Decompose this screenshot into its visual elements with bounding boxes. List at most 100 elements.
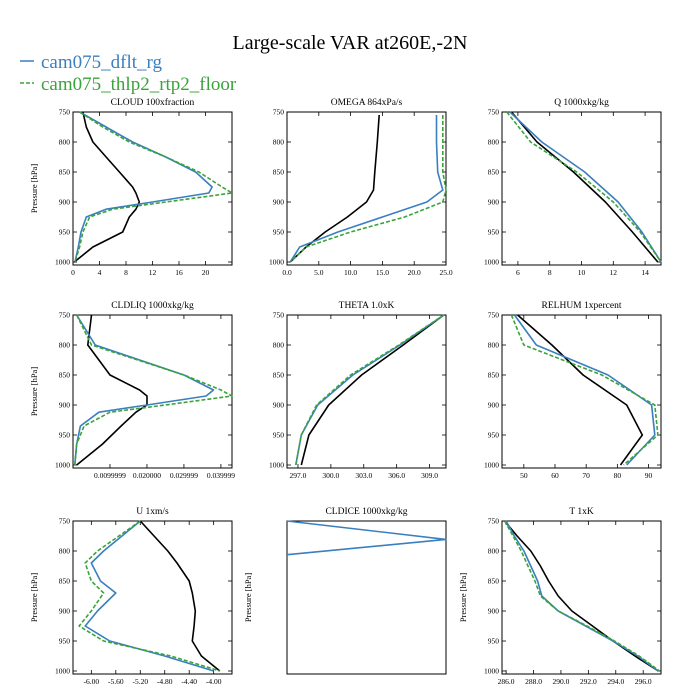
x-tick-label: -5.60 bbox=[108, 677, 124, 686]
y-tick-label: 1000 bbox=[484, 258, 499, 267]
panel-title: T 1xK bbox=[569, 507, 594, 517]
series-line-blue bbox=[74, 111, 213, 263]
y-tick-label: 800 bbox=[59, 341, 71, 350]
panel-frame bbox=[501, 520, 662, 675]
x-tick-label: 300.0 bbox=[322, 471, 339, 480]
panel-title: RELHUM 1xpercent bbox=[542, 301, 622, 311]
legend-label-floor: cam075_thlp2_rtp2_floor bbox=[41, 74, 237, 95]
panel-frame bbox=[501, 111, 662, 266]
y-tick-label: 900 bbox=[488, 607, 500, 616]
y-tick-label: 950 bbox=[59, 228, 71, 237]
panel-title: CLDLIQ 1000xkg/kg bbox=[111, 301, 194, 311]
y-tick-label: 900 bbox=[488, 198, 500, 207]
y-tick-label: 1000 bbox=[484, 461, 499, 470]
panel-3: CLDLIQ 1000xkg/kg Pressure [hPa] 750 800 850… bbox=[29, 301, 235, 480]
y-tick-label: 850 bbox=[488, 371, 500, 380]
panel-5: RELHUM 1xpercent 750 800 850 900 950 1000 50 60 7… bbox=[484, 301, 662, 480]
x-tick-label: -4.80 bbox=[157, 677, 173, 686]
panel-6: U 1xm/s Pressure [hPa] 750 800 850 900 950 1000… bbox=[29, 507, 233, 686]
panel-frame bbox=[72, 111, 233, 266]
x-tick-label: 290.0 bbox=[553, 677, 570, 686]
y-tick-label: 800 bbox=[488, 547, 500, 556]
x-tick-label: -6.00 bbox=[84, 677, 100, 686]
panel-2: Q 1000xkg/kg 750 800 850 900 950 1000 6 8 10 12 14 bbox=[484, 98, 662, 277]
series-line-black bbox=[289, 114, 380, 263]
y-axis-label: Pressure [hPa] bbox=[29, 164, 39, 214]
panel-frame bbox=[72, 520, 233, 675]
series-line-blue bbox=[295, 314, 445, 466]
series-line-green bbox=[74, 314, 233, 466]
series-line-green bbox=[506, 111, 662, 263]
series-line-blue bbox=[286, 520, 447, 556]
x-tick-label: 297.0 bbox=[290, 471, 307, 480]
y-tick-label: 750 bbox=[273, 311, 285, 320]
panel-frame bbox=[286, 520, 447, 675]
y-tick-label: 900 bbox=[273, 401, 285, 410]
panel-frame bbox=[501, 314, 662, 469]
x-tick-label: 90 bbox=[645, 471, 653, 480]
series-line-black bbox=[76, 314, 148, 466]
series-line-blue bbox=[513, 314, 656, 466]
x-tick-label: 303.0 bbox=[355, 471, 372, 480]
panel-4: THETA 1.0xK 750 800 850 900 950 1000 297.0 300.0… bbox=[269, 301, 447, 480]
x-tick-label: 20.0 bbox=[408, 268, 421, 277]
series-line-blue bbox=[505, 520, 659, 672]
series-line-black bbox=[139, 520, 221, 672]
y-tick-label: 750 bbox=[488, 311, 500, 320]
y-tick-label: 950 bbox=[488, 431, 500, 440]
panel-0: CLOUD 100xfraction Pressure [hPa] 750 800 85… bbox=[29, 97, 233, 277]
panel-title: OMEGA 864xPa/s bbox=[331, 98, 403, 108]
x-tick-label: -4.00 bbox=[206, 677, 222, 686]
series-line-green bbox=[510, 314, 659, 466]
y-tick-label: 850 bbox=[488, 577, 500, 586]
panel-7: CLDICE 1000xkg/kg Pressure [hPa] bbox=[243, 507, 447, 675]
legend-label-dflt: cam075_dflt_rg bbox=[41, 52, 163, 73]
series-line-black bbox=[510, 111, 659, 263]
y-tick-label: 950 bbox=[488, 637, 500, 646]
y-tick-label: 750 bbox=[273, 108, 285, 117]
y-tick-label: 850 bbox=[59, 577, 71, 586]
y-tick-label: 1000 bbox=[55, 258, 70, 267]
x-tick-label: 20 bbox=[202, 268, 210, 277]
series-line-black bbox=[517, 314, 644, 466]
y-tick-label: 800 bbox=[273, 341, 285, 350]
y-tick-label: 1000 bbox=[55, 461, 70, 470]
series-line-black bbox=[300, 314, 445, 466]
panel-frame bbox=[286, 314, 447, 469]
y-tick-label: 900 bbox=[59, 401, 71, 410]
y-axis-label: Pressure [hPa] bbox=[29, 367, 39, 417]
y-tick-label: 750 bbox=[488, 517, 500, 526]
panel-title: CLOUD 100xfraction bbox=[111, 97, 195, 108]
y-tick-label: 900 bbox=[59, 607, 71, 616]
y-tick-label: 800 bbox=[273, 138, 285, 147]
panel-title: U 1xm/s bbox=[136, 507, 169, 517]
x-tick-label: 5.0 bbox=[314, 268, 324, 277]
y-tick-label: 750 bbox=[59, 517, 71, 526]
y-axis-label: Pressure [hPa] bbox=[458, 573, 468, 623]
x-tick-label: 15.0 bbox=[376, 268, 389, 277]
y-tick-label: 800 bbox=[488, 341, 500, 350]
x-tick-label: 25.0 bbox=[439, 268, 452, 277]
y-tick-label: 900 bbox=[488, 401, 500, 410]
x-tick-label: 292.0 bbox=[580, 677, 597, 686]
x-tick-label: 0 bbox=[71, 268, 75, 277]
x-tick-label: 6 bbox=[516, 268, 520, 277]
y-axis-label: Pressure [hPa] bbox=[243, 573, 253, 623]
legend: cam075_dflt_rg cam075_thlp2_rtp2_floor bbox=[20, 52, 237, 95]
y-tick-label: 850 bbox=[59, 168, 71, 177]
x-tick-label: 10 bbox=[578, 268, 586, 277]
series-line-green bbox=[78, 520, 221, 672]
x-tick-label: -5.20 bbox=[132, 677, 148, 686]
x-tick-label: 4 bbox=[98, 268, 102, 277]
x-tick-label: 10.0 bbox=[344, 268, 357, 277]
panel-frame bbox=[72, 314, 233, 469]
series-line-black bbox=[73, 111, 141, 263]
x-tick-label: 0.029999 bbox=[170, 471, 198, 480]
x-tick-label: 70 bbox=[582, 471, 590, 480]
x-tick-label: -4.40 bbox=[181, 677, 197, 686]
series-line-blue bbox=[509, 111, 662, 263]
x-tick-label: 60 bbox=[551, 471, 559, 480]
